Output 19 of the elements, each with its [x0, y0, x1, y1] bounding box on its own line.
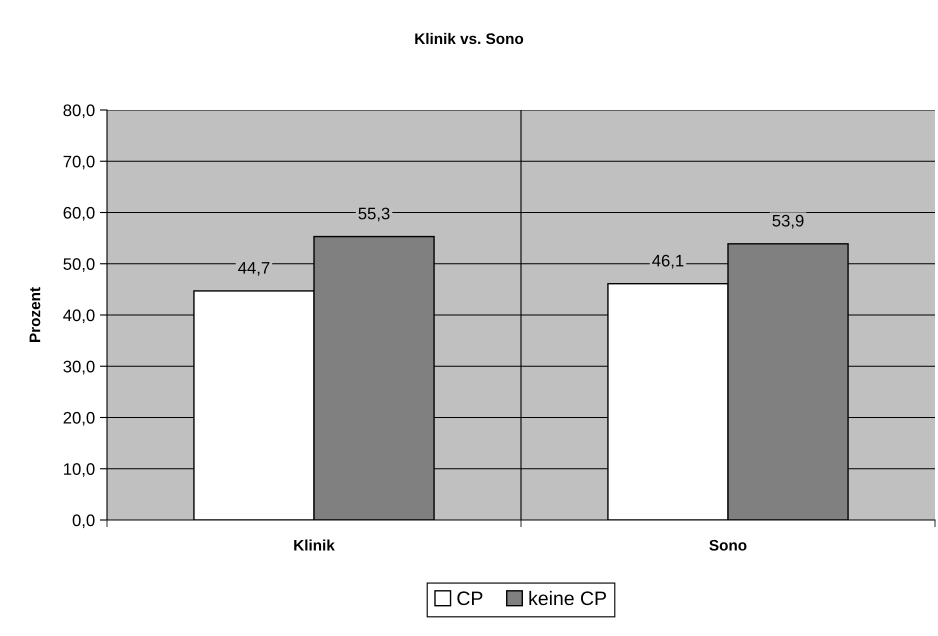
- y-tick-label: 80,0: [63, 104, 95, 118]
- data-label: 53,9: [772, 214, 804, 229]
- y-tick-label: 10,0: [64, 463, 95, 477]
- chart-title: Klinik vs. Sono: [415, 32, 524, 44]
- y-tick-label: 70,0: [64, 156, 95, 170]
- x-tick-label: Sono: [709, 540, 746, 551]
- legend-label: keine CP: [529, 590, 606, 606]
- legend-label: CP: [457, 591, 482, 606]
- y-tick-label: 60,0: [64, 206, 95, 221]
- data-label: 44,7: [238, 262, 270, 276]
- y-tick-label: 40,0: [63, 309, 95, 324]
- y-tick-label: 20,0: [64, 412, 95, 426]
- data-label: 55,3: [358, 208, 390, 222]
- x-tick-label: Klinik: [294, 539, 335, 551]
- y-tick-label: 50,0: [63, 258, 95, 272]
- data-label: 46,1: [652, 254, 684, 269]
- y-tick-label: 0,0: [72, 514, 95, 528]
- y-axis-title: Prozent: [30, 287, 40, 342]
- y-tick-label: 30,0: [63, 360, 95, 374]
